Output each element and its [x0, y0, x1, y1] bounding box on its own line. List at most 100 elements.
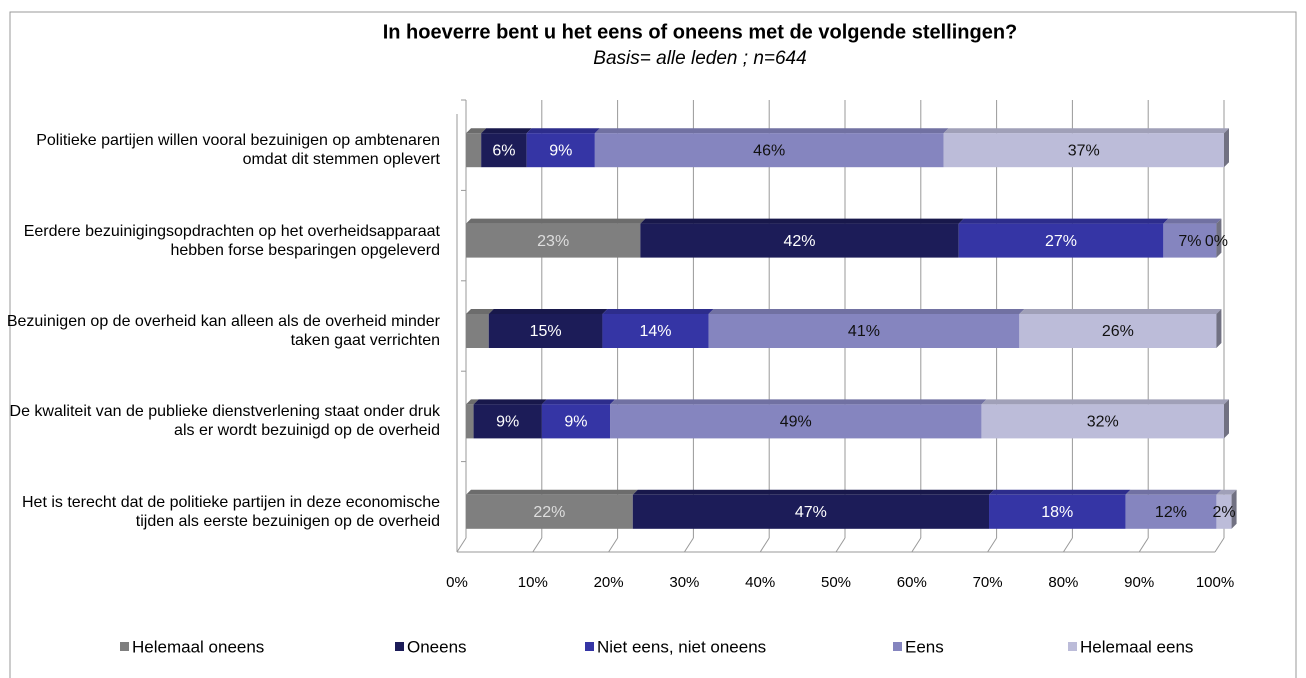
bar	[473, 404, 542, 439]
bar-side	[1224, 128, 1229, 168]
grid-line	[759, 537, 770, 553]
bar-top	[989, 489, 1131, 495]
data-label: 42%	[784, 233, 816, 250]
legend-label: Helemaal oneens	[132, 637, 264, 656]
legend-label: Helemaal eens	[1080, 637, 1193, 656]
bar	[1163, 223, 1217, 258]
bar-top	[708, 309, 1025, 314]
y-tick-label: Het is terecht dat de politieke partijen…	[21, 493, 440, 530]
grid-line	[1214, 537, 1225, 553]
grid-line	[1062, 537, 1073, 553]
data-label: 9%	[549, 142, 572, 159]
data-label: 46%	[753, 142, 785, 159]
bar-top	[473, 399, 547, 405]
legend-swatch	[1068, 642, 1077, 651]
data-label: 27%	[1045, 233, 1077, 250]
grid-line	[608, 537, 619, 553]
bar-side	[1216, 309, 1222, 348]
bar	[488, 314, 603, 348]
x-tick-label: 10%	[518, 574, 548, 591]
bar	[1125, 494, 1217, 529]
legend-label: Niet eens, niet oneens	[597, 637, 766, 656]
y-tick-label: Bezuinigen op de overheid kan alleen als…	[6, 313, 440, 349]
bar	[466, 314, 489, 348]
y-tick-label: Eerdere bezuinigingsopdrachten op het ov…	[23, 222, 440, 259]
bar	[640, 223, 959, 258]
x-tick-label: 0%	[446, 574, 468, 591]
bar	[989, 494, 1126, 529]
chart-title: In hoeverre bent u het eens of oneens me…	[383, 21, 1018, 43]
bar-top	[1216, 489, 1237, 495]
bar-top	[526, 128, 600, 134]
bar	[1216, 494, 1232, 529]
data-label: 18%	[1041, 504, 1073, 521]
data-label: 41%	[848, 323, 880, 340]
data-label: 15%	[530, 323, 562, 340]
chart-subtitle: Basis= alle leden ; n=644	[593, 48, 806, 69]
x-tick-label: 60%	[897, 574, 927, 591]
bar	[466, 133, 482, 168]
grid-line	[1138, 537, 1149, 553]
data-label: 49%	[780, 414, 812, 431]
data-label: 9%	[496, 414, 519, 431]
bar-top	[481, 128, 532, 134]
data-label: 2%	[1212, 504, 1235, 521]
bar-side	[1231, 489, 1237, 529]
bar-top	[610, 399, 987, 405]
x-tick-label: 80%	[1048, 574, 1078, 591]
grid-line	[532, 537, 543, 553]
legend-swatch	[893, 642, 902, 651]
x-tick-label: 100%	[1196, 574, 1234, 591]
bar	[610, 404, 982, 439]
data-label: 47%	[795, 504, 827, 521]
bar-side	[1224, 399, 1229, 439]
data-label: 22%	[533, 504, 565, 521]
bar	[981, 404, 1224, 439]
bar-side	[1216, 218, 1222, 258]
bar-top	[466, 309, 494, 314]
grid-line	[683, 537, 694, 553]
grid-line	[835, 537, 846, 553]
bar-top	[981, 399, 1229, 405]
grid-line	[987, 537, 998, 553]
grid-line	[456, 537, 467, 553]
x-tick-label: 30%	[669, 574, 699, 591]
bar	[466, 223, 641, 258]
bar-top	[640, 218, 964, 224]
legend-swatch	[120, 642, 129, 651]
bar-top	[594, 128, 949, 134]
bar	[602, 314, 709, 348]
legend-swatch	[395, 642, 404, 651]
data-label: 12%	[1155, 504, 1187, 521]
data-label: 23%	[537, 233, 569, 250]
bar	[1019, 314, 1217, 348]
bar-top	[943, 128, 1229, 134]
bar-top	[958, 218, 1169, 224]
x-tick-label: 20%	[594, 574, 624, 591]
bar-top	[466, 489, 638, 495]
grid-line	[911, 537, 922, 553]
y-tick-label: De kwaliteit van de publieke dienstverle…	[9, 403, 440, 440]
data-label: 0%	[1205, 233, 1228, 250]
bar-top	[602, 309, 714, 314]
bar-top	[1163, 218, 1222, 224]
bar	[466, 494, 633, 529]
bar	[594, 133, 944, 168]
bar	[708, 314, 1020, 348]
x-tick-label: 70%	[973, 574, 1003, 591]
bar	[541, 404, 611, 439]
legend-label: Eens	[905, 637, 944, 656]
bar-top	[466, 128, 487, 134]
bar-top	[1125, 489, 1222, 495]
data-label: 6%	[492, 142, 515, 159]
data-label: 26%	[1102, 323, 1134, 340]
data-label: 7%	[1178, 233, 1201, 250]
legend-swatch	[585, 642, 594, 651]
x-tick-label: 90%	[1124, 574, 1154, 591]
bar-top	[541, 399, 616, 405]
bar	[632, 494, 990, 529]
bar	[466, 404, 474, 439]
legend-label: Oneens	[407, 637, 467, 656]
bar-top	[1019, 309, 1222, 314]
